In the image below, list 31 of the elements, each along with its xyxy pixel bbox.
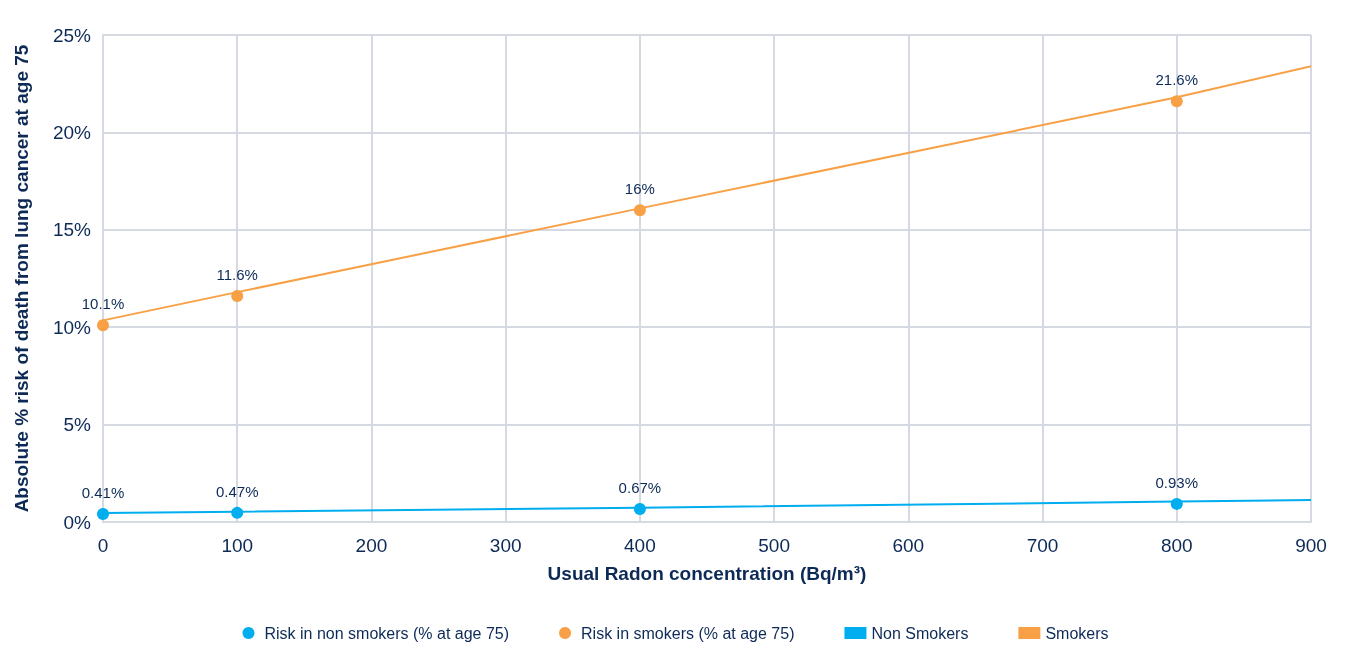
x-tick-label: 0	[97, 535, 109, 556]
legend-label: Smokers	[1045, 624, 1109, 642]
x-axis-title: Usual Radon concentration (Bq/m³)	[547, 563, 867, 584]
x-tick-label: 900	[1295, 535, 1327, 556]
y-tick-label: 25%	[52, 24, 92, 46]
legend-label: Risk in non smokers (% at age 75)	[264, 624, 510, 642]
data-label: 11.6%	[216, 266, 258, 284]
x-tick-label: 600	[892, 535, 925, 556]
y-tick-label: 0%	[63, 511, 92, 533]
x-tick-label: 700	[1026, 535, 1059, 556]
data-label: 0.67%	[618, 478, 662, 496]
data-label: 0.47%	[215, 482, 259, 500]
x-tick-label: 300	[489, 535, 522, 556]
data-label: 16%	[624, 180, 655, 198]
x-tick-label: 400	[624, 535, 656, 556]
y-tick-label: 20%	[52, 121, 92, 143]
legend-label: Non Smokers	[871, 624, 969, 642]
data-label: 21.6%	[1155, 71, 1199, 89]
legend-label: Risk in smokers (% at age 75)	[581, 624, 795, 642]
x-tick-label: 500	[758, 535, 790, 556]
x-tick-label: 200	[355, 535, 388, 556]
y-tick-label: 5%	[63, 414, 92, 436]
x-tick-label: 800	[1160, 535, 1193, 556]
data-label: 0.41%	[81, 484, 125, 502]
y-tick-label: 10%	[52, 316, 92, 338]
point	[97, 319, 109, 332]
data-label: 0.93%	[1155, 473, 1199, 491]
y-axis-title: Absolute % risk of death from lung cancer at age 75	[11, 44, 32, 513]
x-tick-label: 100	[221, 535, 254, 556]
data-label: 10.1%	[81, 295, 125, 313]
y-tick-label: 15%	[52, 219, 92, 241]
